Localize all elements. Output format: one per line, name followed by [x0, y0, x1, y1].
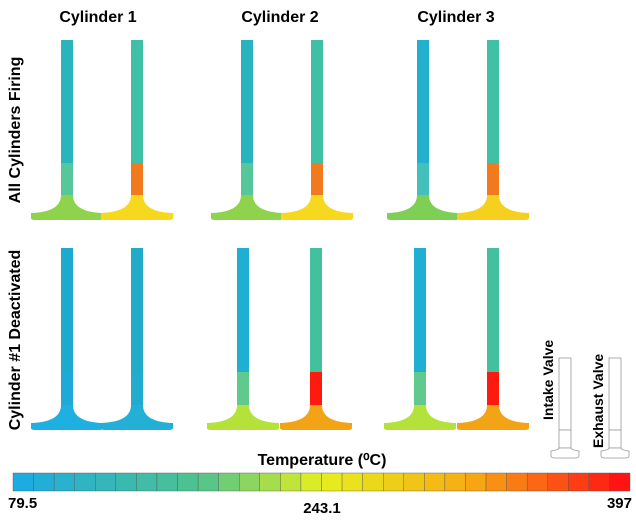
valve-stem: [609, 358, 621, 430]
valve-neck: [131, 163, 143, 195]
valve-neck: [559, 430, 571, 448]
colorbar-cell: [589, 473, 610, 491]
colorbar-cell: [198, 473, 219, 491]
valve-stem: [414, 248, 426, 372]
valve-stem: [311, 40, 323, 163]
valve-head: [457, 195, 529, 220]
valve-head: [31, 405, 103, 430]
legend-label: Exhaust Valve: [590, 354, 606, 448]
colorbar-cell: [568, 473, 589, 491]
colorbar-cell: [157, 473, 178, 491]
colorbar-cell: [404, 473, 425, 491]
colorbar-cell: [342, 473, 363, 491]
valve-head: [31, 195, 103, 220]
colorbar-cell: [54, 473, 75, 491]
column-label: Cylinder 1: [59, 9, 136, 26]
valve-neck: [487, 372, 499, 405]
valve-stem: [487, 248, 499, 372]
colorbar-cell: [95, 473, 116, 491]
colorbar-cell: [34, 473, 55, 491]
colorbar-cell: [280, 473, 301, 491]
valve-head: [101, 195, 173, 220]
valve-neck: [487, 163, 499, 195]
colorbar-cell: [465, 473, 486, 491]
legend-label: Intake Valve: [540, 340, 556, 420]
colorbar-cell: [424, 473, 445, 491]
row-label: All Cylinders Firing: [7, 57, 24, 204]
colorbar-mid: 243.1: [303, 500, 341, 517]
valve-neck: [61, 163, 73, 195]
valve-neck: [237, 372, 249, 405]
colorbar-cell: [219, 473, 240, 491]
colorbar-cell: [609, 473, 630, 491]
valve-head: [101, 405, 173, 430]
colorbar-cell: [527, 473, 548, 491]
column-label: Cylinder 2: [241, 9, 318, 26]
valve-head: [551, 448, 579, 458]
valve-head: [280, 405, 352, 430]
valve-stem: [241, 40, 253, 163]
colorbar: [13, 473, 630, 491]
valve-head: [457, 405, 529, 430]
colorbar-cell: [445, 473, 466, 491]
valve-neck: [414, 372, 426, 405]
valve-stem: [61, 248, 73, 372]
colorbar-cell: [260, 473, 281, 491]
column-label: Cylinder 3: [417, 9, 494, 26]
valve-neck: [417, 163, 429, 195]
valve-neck: [311, 163, 323, 195]
valve-head: [601, 448, 629, 458]
colorbar-cell: [363, 473, 384, 491]
valve-head: [384, 405, 456, 430]
valve-head: [211, 195, 283, 220]
colorbar-cell: [507, 473, 528, 491]
valve-stem: [487, 40, 499, 163]
colorbar-min: 79.5: [8, 495, 37, 512]
colorbar-cell: [548, 473, 569, 491]
valve-head: [387, 195, 459, 220]
figure: Cylinder 1 Cylinder 2 Cylinder 3 All Cyl…: [0, 0, 636, 518]
valve-neck: [131, 372, 143, 405]
valve-neck: [609, 430, 621, 448]
colorbar-cell: [75, 473, 96, 491]
colorbar-cell: [116, 473, 137, 491]
valve-neck: [310, 372, 322, 405]
colorbar-cell: [136, 473, 157, 491]
colorbar-cell: [322, 473, 343, 491]
valve-stem: [237, 248, 249, 372]
valve-stem: [131, 40, 143, 163]
row-label: Cylinder #1 Deactivated: [7, 250, 24, 431]
valve-neck: [61, 372, 73, 405]
valve-stem: [61, 40, 73, 163]
valve-stem: [310, 248, 322, 372]
colorbar-max: 397: [607, 495, 632, 512]
colorbar-cell: [383, 473, 404, 491]
valve-head: [207, 405, 279, 430]
colorbar-title: Temperature (⁰C): [258, 452, 387, 469]
colorbar-cell: [13, 473, 34, 491]
valve-neck: [241, 163, 253, 195]
valve-stem: [417, 40, 429, 163]
colorbar-cell: [301, 473, 322, 491]
valve-stem: [131, 248, 143, 372]
colorbar-cell: [486, 473, 507, 491]
valve-head: [281, 195, 353, 220]
colorbar-cell: [178, 473, 199, 491]
valve-stem: [559, 358, 571, 430]
colorbar-cell: [239, 473, 260, 491]
